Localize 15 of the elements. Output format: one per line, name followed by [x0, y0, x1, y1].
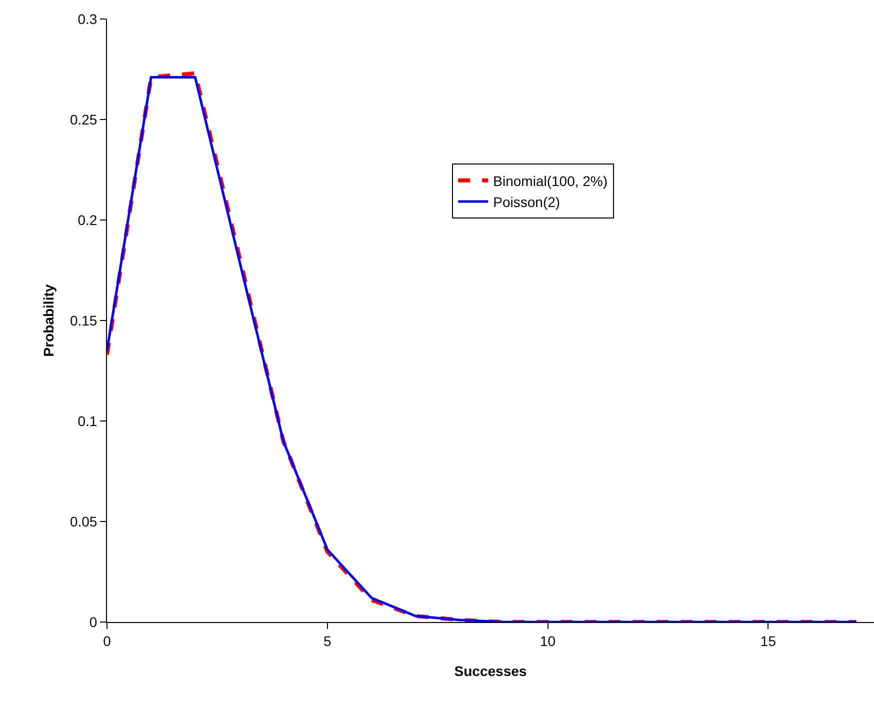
- x-tick-label: 10: [540, 632, 556, 649]
- legend-label: Poisson(2): [493, 194, 560, 210]
- y-tick-label: 0.3: [78, 10, 98, 27]
- x-tick-label: 15: [760, 632, 776, 649]
- x-axis-title: Successes: [454, 663, 527, 680]
- y-tick-label: 0: [89, 614, 98, 630]
- legend-label: Binomial(100, 2%): [493, 172, 608, 189]
- y-tick-label: 0.25: [70, 111, 98, 128]
- y-tick-label: 0.05: [70, 513, 98, 530]
- y-axis-title: Probability: [40, 284, 57, 357]
- x-tick-label: 5: [324, 632, 332, 649]
- x-tick-label: 0: [103, 632, 112, 649]
- y-tick-label: 0.1: [78, 412, 98, 429]
- y-tick-label: 0.2: [78, 212, 98, 228]
- y-tick-label: 0.15: [70, 312, 98, 328]
